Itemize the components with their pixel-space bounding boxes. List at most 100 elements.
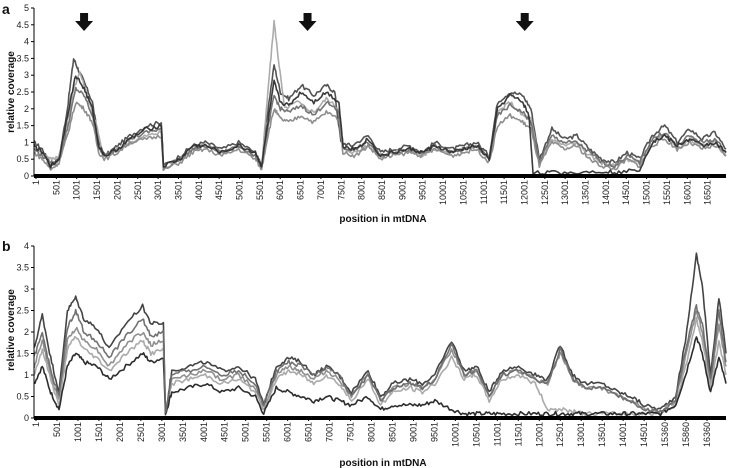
x-tick-label: 8001 (357, 180, 367, 200)
series-line-2 (33, 19, 727, 170)
x-tick-label: 15860 (681, 422, 691, 447)
x-tick-label: 14501 (621, 180, 631, 205)
x-tick-label: 14001 (601, 180, 611, 205)
x-tick-label: 2501 (136, 422, 146, 442)
x-tick-label: 3501 (173, 180, 183, 200)
series-line-4 (33, 101, 727, 171)
x-tick-label: 9501 (429, 422, 439, 442)
x-tick-label: 4001 (199, 422, 209, 442)
x-tick-label: 7501 (346, 422, 356, 442)
y-tick-label: 3 (24, 284, 29, 294)
x-tick-label: 10501 (458, 180, 468, 205)
x-tick-label: 13501 (581, 180, 591, 205)
x-tick-label: 8001 (367, 422, 377, 442)
x-tick-label: 12501 (555, 422, 565, 447)
x-tick-label: 1501 (92, 180, 102, 200)
x-tick-label: 6501 (296, 180, 306, 200)
series-line-1 (33, 58, 727, 169)
x-tick-label: 7001 (325, 422, 335, 442)
y-tick-label: 0.5 (16, 392, 29, 402)
x-tick-label: 3001 (157, 422, 167, 442)
panel-a-ylabel: relative coverage (6, 51, 17, 133)
x-tick-label: 12001 (534, 422, 544, 447)
x-tick-label: 5501 (262, 422, 272, 442)
x-tick-label: 6501 (304, 422, 314, 442)
x-tick-label: 3001 (153, 180, 163, 200)
x-tick-label: 6001 (283, 422, 293, 442)
series-line-5 (33, 75, 727, 176)
y-tick-label: 1.5 (16, 349, 29, 359)
y-tick-label: 2 (24, 104, 29, 114)
panel-a-label: a (2, 1, 10, 17)
x-tick-label: 16001 (682, 180, 692, 205)
down-arrow-icon (75, 13, 94, 31)
y-tick-label: 5 (24, 3, 29, 13)
x-tick-label: 16501 (703, 180, 713, 205)
y-tick-label: 1 (24, 370, 29, 380)
y-tick-label: 1.5 (16, 121, 29, 131)
down-arrow-icon (298, 13, 317, 31)
x-tick-label: 11001 (479, 180, 489, 204)
y-tick-label: 0 (24, 171, 29, 181)
y-tick-label: 1 (24, 137, 29, 147)
series-line-3 (33, 316, 727, 417)
x-tick-label: 10501 (471, 422, 481, 447)
x-tick-label: 3501 (178, 422, 188, 442)
y-tick-label: 3.5 (16, 263, 29, 273)
x-tick-label: 9501 (418, 180, 428, 200)
x-tick-label: 8501 (387, 422, 397, 442)
x-tick-label: 7001 (316, 180, 326, 200)
x-tick-label: 15501 (662, 180, 672, 205)
panel-b-xlabel: position in mtDNA (339, 458, 426, 468)
series-line-1 (33, 252, 727, 415)
panel-a-xlabel: position in mtDNA (339, 214, 426, 225)
panel-b: b relative coverage position in mtDNA 0 0… (2, 238, 727, 468)
x-tick-label: 16360 (702, 422, 712, 447)
x-tick-label: 5001 (241, 422, 251, 442)
y-tick-label: 0 (24, 413, 29, 423)
y-tick-label: 4 (24, 241, 29, 251)
x-tick-label: 4001 (194, 180, 204, 200)
x-tick-label: 10001 (438, 180, 448, 205)
x-tick-label: 2501 (133, 180, 143, 200)
x-tick-label: 14501 (639, 422, 649, 447)
x-tick-label: 9001 (408, 422, 418, 442)
x-tick-label: 501 (52, 422, 62, 437)
x-tick-label: 1001 (73, 422, 83, 442)
x-tick-label: 1 (31, 180, 41, 185)
x-tick-label: 12501 (540, 180, 550, 205)
y-tick-label: 0.5 (16, 154, 29, 164)
x-tick-label: 2001 (115, 422, 125, 442)
x-tick-label: 7501 (336, 180, 346, 200)
x-tick-label: 1501 (94, 422, 104, 442)
series-line-4 (33, 336, 727, 417)
x-tick-label: 15360 (660, 422, 670, 447)
x-tick-label: 4501 (214, 180, 224, 200)
y-tick-label: 4.5 (16, 20, 29, 30)
x-tick-label: 12001 (519, 180, 529, 205)
panel-a: a relative coverage position in mtDNA 0 0… (2, 1, 727, 225)
x-tick-label: 15001 (642, 180, 652, 205)
x-tick-label: 11501 (499, 180, 509, 204)
x-tick-label: 11001 (492, 422, 502, 446)
x-tick-label: 13001 (560, 180, 570, 205)
x-tick-label: 1 (31, 422, 41, 427)
x-tick-label: 8501 (377, 180, 387, 200)
x-tick-label: 13001 (576, 422, 586, 447)
x-tick-label: 1001 (72, 180, 82, 200)
y-tick-label: 2.5 (16, 87, 29, 97)
y-tick-label: 4 (24, 37, 29, 47)
panel-b-ylabel: relative coverage (6, 289, 17, 371)
x-tick-label: 5501 (255, 180, 265, 200)
series-line-5 (33, 303, 727, 414)
x-tick-label: 14001 (618, 422, 628, 447)
x-tick-label: 13501 (597, 422, 607, 447)
x-tick-label: 501 (51, 180, 61, 195)
x-tick-label: 2001 (112, 180, 122, 200)
x-tick-label: 6001 (275, 180, 285, 200)
panel-b-label: b (2, 238, 11, 254)
down-arrow-icon (515, 13, 534, 31)
y-tick-label: 3 (24, 70, 29, 80)
y-tick-label: 2 (24, 327, 29, 337)
